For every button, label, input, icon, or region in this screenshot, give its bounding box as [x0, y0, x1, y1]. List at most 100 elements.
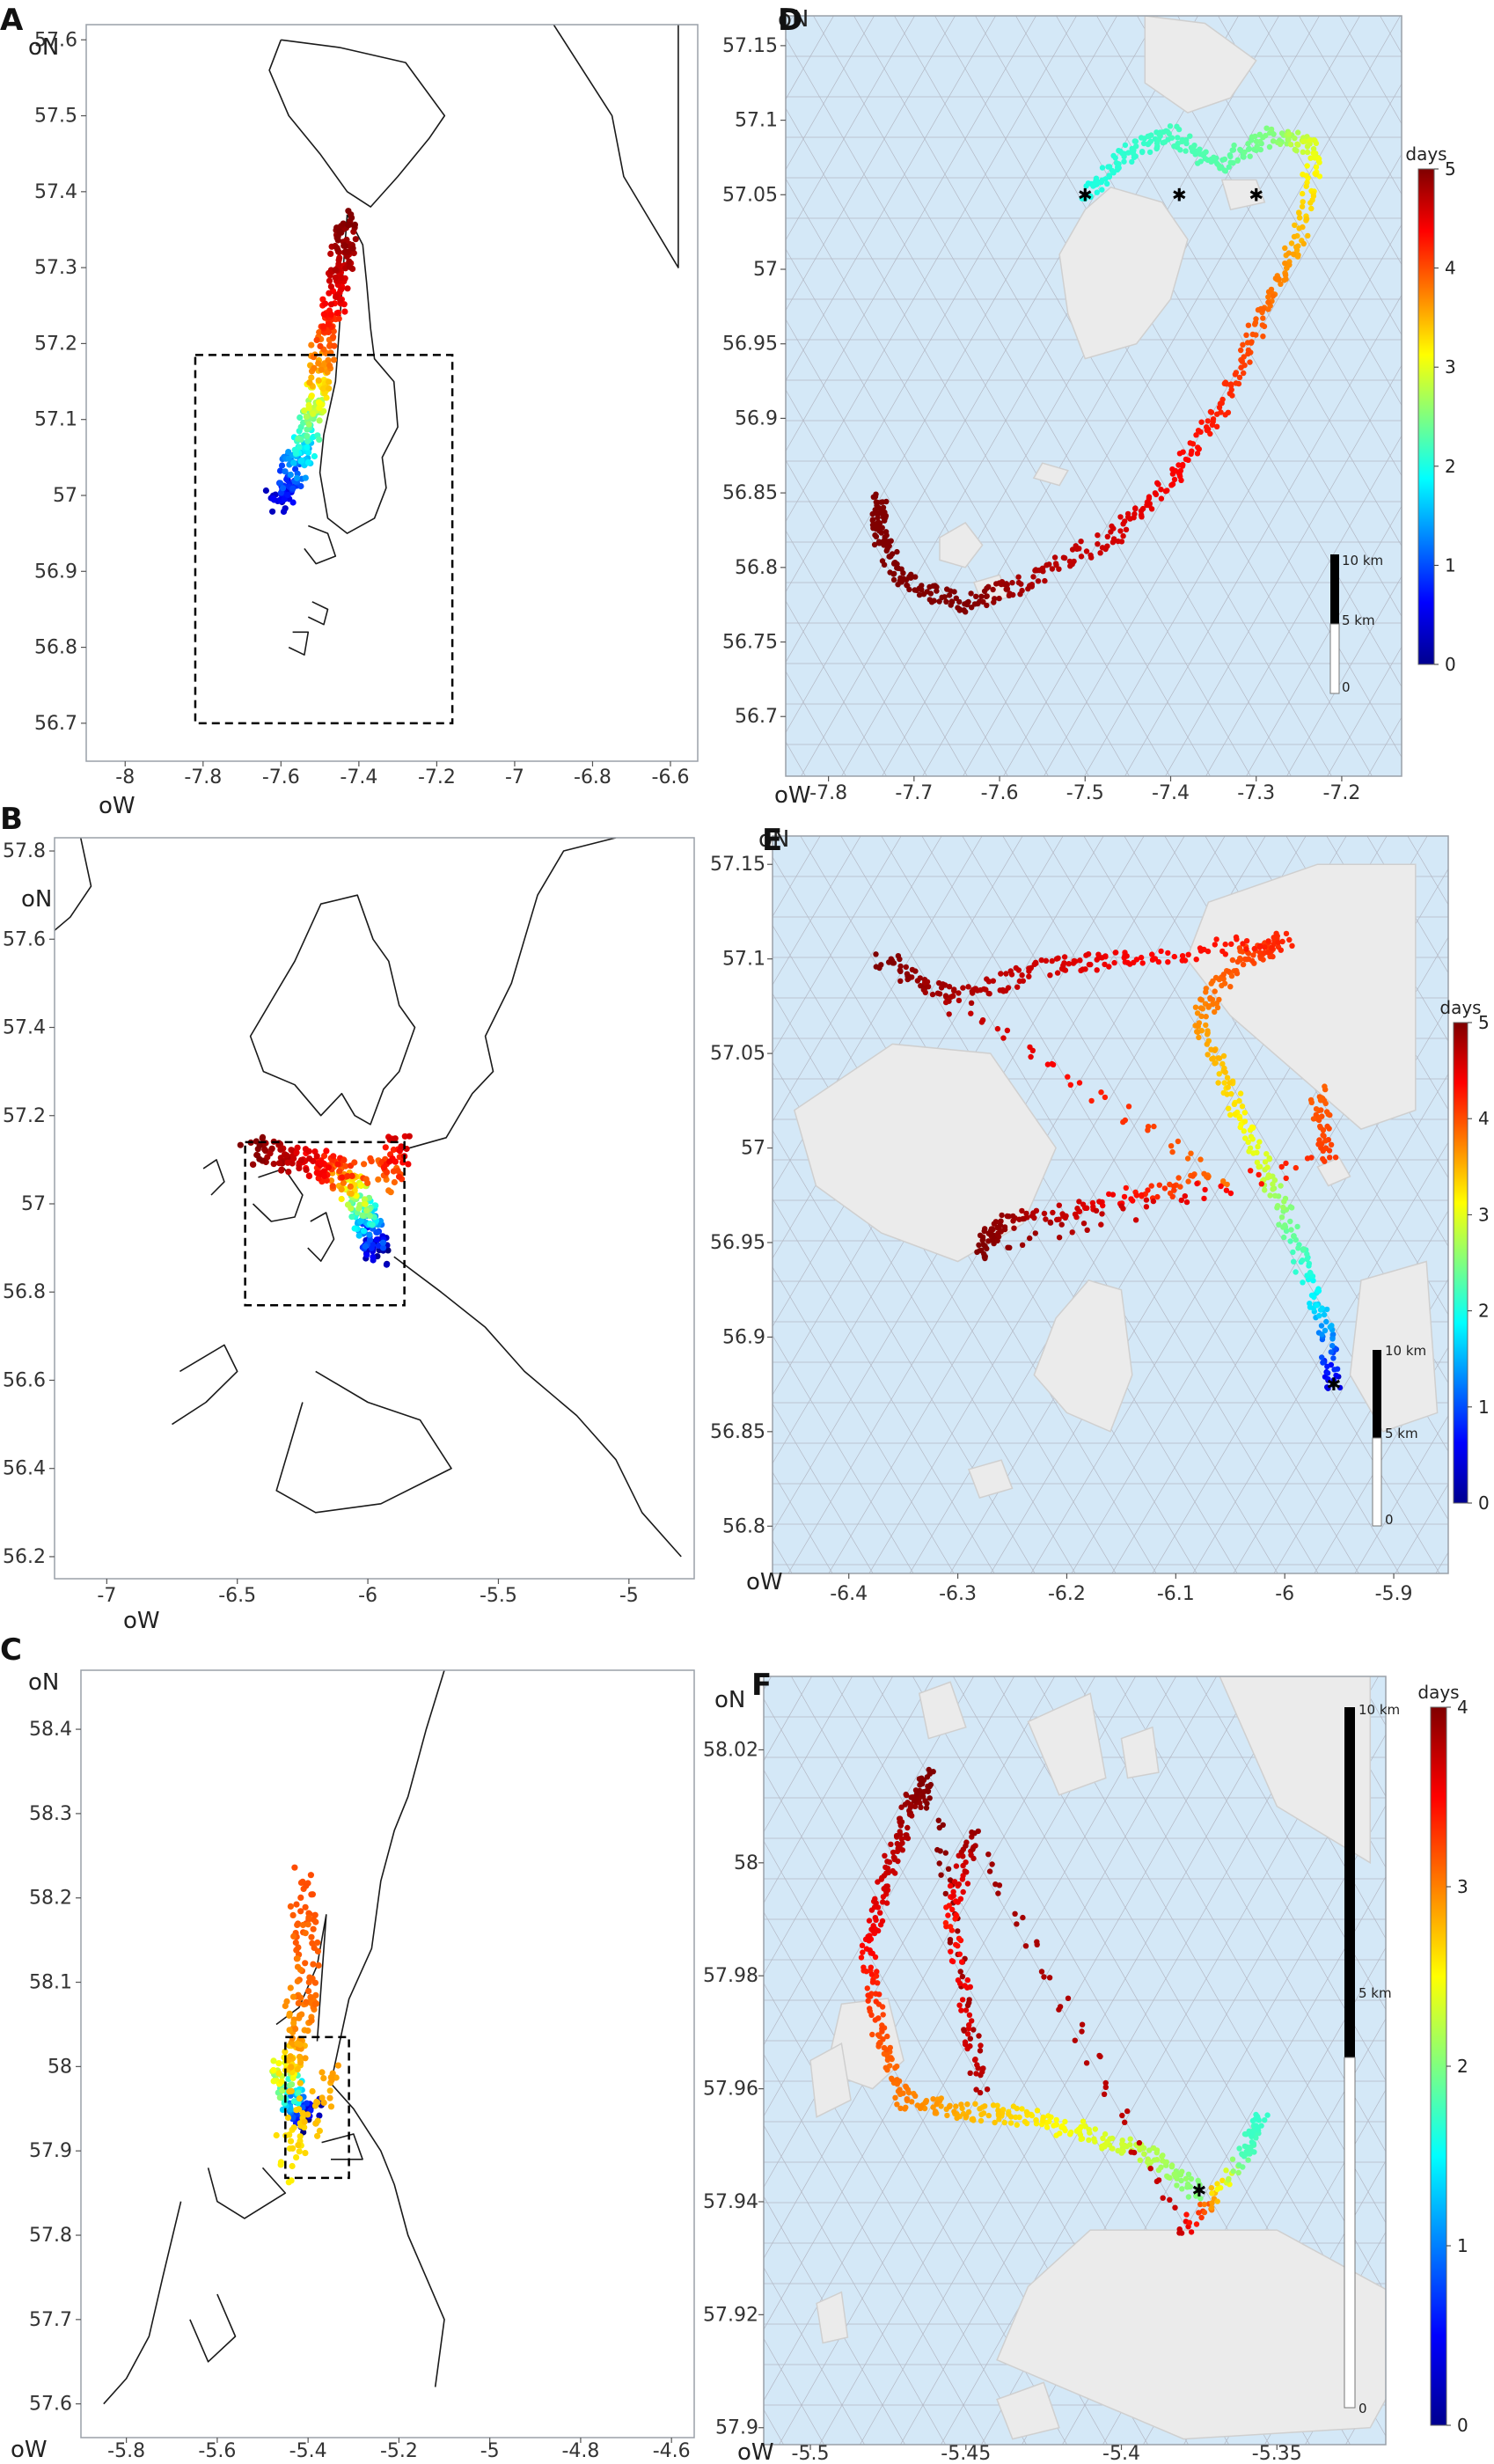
mesh-line [786, 16, 915, 241]
particle [1214, 411, 1220, 417]
particle [1300, 1246, 1307, 1252]
particle [384, 1169, 391, 1176]
colorbar-gradient [1430, 1706, 1447, 2426]
particle [1278, 947, 1285, 953]
particle [951, 589, 957, 595]
particle [1003, 971, 1009, 977]
y-tick-label: 57 [753, 259, 778, 281]
particle [311, 2001, 319, 2008]
particle [1025, 585, 1031, 592]
particle [1198, 1013, 1205, 1020]
mesh-line [818, 1676, 1258, 2445]
particle [1183, 136, 1190, 143]
particle [372, 1202, 379, 1209]
particle [930, 2104, 936, 2110]
particle [1015, 574, 1022, 580]
release-point-marker: ✱ [1249, 184, 1263, 205]
particle [312, 2120, 319, 2127]
mesh-line [1003, 83, 1402, 776]
particle [1171, 2171, 1177, 2177]
particle [363, 1207, 370, 1214]
particle [1061, 954, 1068, 960]
particle [1098, 1221, 1104, 1228]
particle [313, 2098, 320, 2106]
particle [1049, 957, 1055, 964]
particle [1265, 294, 1271, 300]
particle [1067, 2131, 1073, 2138]
particle [302, 1960, 309, 1967]
particle [919, 1780, 925, 1787]
particle [1012, 1910, 1018, 1917]
particle [284, 1159, 291, 1166]
particle [405, 1161, 412, 1168]
particle [1212, 988, 1218, 994]
scale-bar: 10 km5 km0 [1329, 553, 1383, 695]
x-tick-label: -6.2 [1048, 1583, 1086, 1605]
particle [1019, 2106, 1025, 2112]
particle [1171, 953, 1178, 960]
particle [942, 993, 949, 999]
particle [319, 2069, 326, 2076]
particle [316, 417, 323, 424]
particle [299, 1921, 306, 1929]
particle [1260, 306, 1267, 312]
particle [953, 1863, 960, 1869]
y-tick-label: 57.8 [29, 2225, 72, 2247]
particle [297, 1908, 304, 1915]
particle [1197, 429, 1204, 436]
particle [1145, 2159, 1151, 2166]
particle [1166, 130, 1173, 137]
particle [1228, 941, 1234, 948]
particle [291, 1864, 298, 1871]
particle [1115, 2147, 1121, 2154]
particle [1337, 1384, 1344, 1391]
particle [1178, 2177, 1184, 2184]
particle [1197, 1005, 1205, 1011]
y-tick-label: 57.9 [715, 2417, 758, 2439]
particle [1082, 1205, 1088, 1211]
particle [379, 1244, 387, 1251]
particle [949, 598, 956, 605]
particle [345, 208, 352, 215]
particle [912, 1798, 918, 1804]
particle [297, 1156, 304, 1163]
particle [1212, 1047, 1218, 1053]
particle [1032, 568, 1038, 574]
particle [998, 971, 1004, 977]
particle [1010, 1213, 1016, 1220]
particle [1277, 141, 1284, 148]
particle [1044, 562, 1050, 568]
particle [1194, 1180, 1200, 1187]
particle [1136, 2139, 1143, 2146]
particle [955, 1899, 961, 1905]
y-tick-label: 57.98 [703, 1965, 758, 1987]
particle [1006, 1214, 1012, 1220]
particle [1121, 153, 1127, 160]
mesh-line [963, 16, 1401, 776]
colorbar-tick-label: 0 [1445, 654, 1456, 675]
release-point-marker: ✱ [1192, 2180, 1207, 2201]
particle [1214, 2186, 1220, 2193]
particle [990, 1237, 996, 1244]
particle [981, 1228, 987, 1235]
particle [948, 1948, 954, 1954]
particle [1013, 964, 1020, 972]
particle [275, 2070, 282, 2077]
y-tick-label: 57.2 [34, 333, 77, 355]
particle [1296, 215, 1303, 221]
scale-bar-black [1344, 1707, 1355, 2057]
particle [1221, 167, 1227, 173]
land-island [1316, 1156, 1351, 1187]
particle [1287, 1218, 1293, 1225]
particle [1110, 1192, 1117, 1198]
particle [1222, 1069, 1228, 1075]
coastline [307, 601, 329, 626]
particle [1147, 2166, 1153, 2172]
particle [882, 2064, 889, 2071]
particle [1243, 957, 1250, 963]
particle [1125, 1104, 1132, 1110]
particle [1288, 240, 1295, 246]
particle [1278, 1163, 1285, 1170]
particle [301, 2118, 308, 2125]
particle [339, 1174, 346, 1181]
